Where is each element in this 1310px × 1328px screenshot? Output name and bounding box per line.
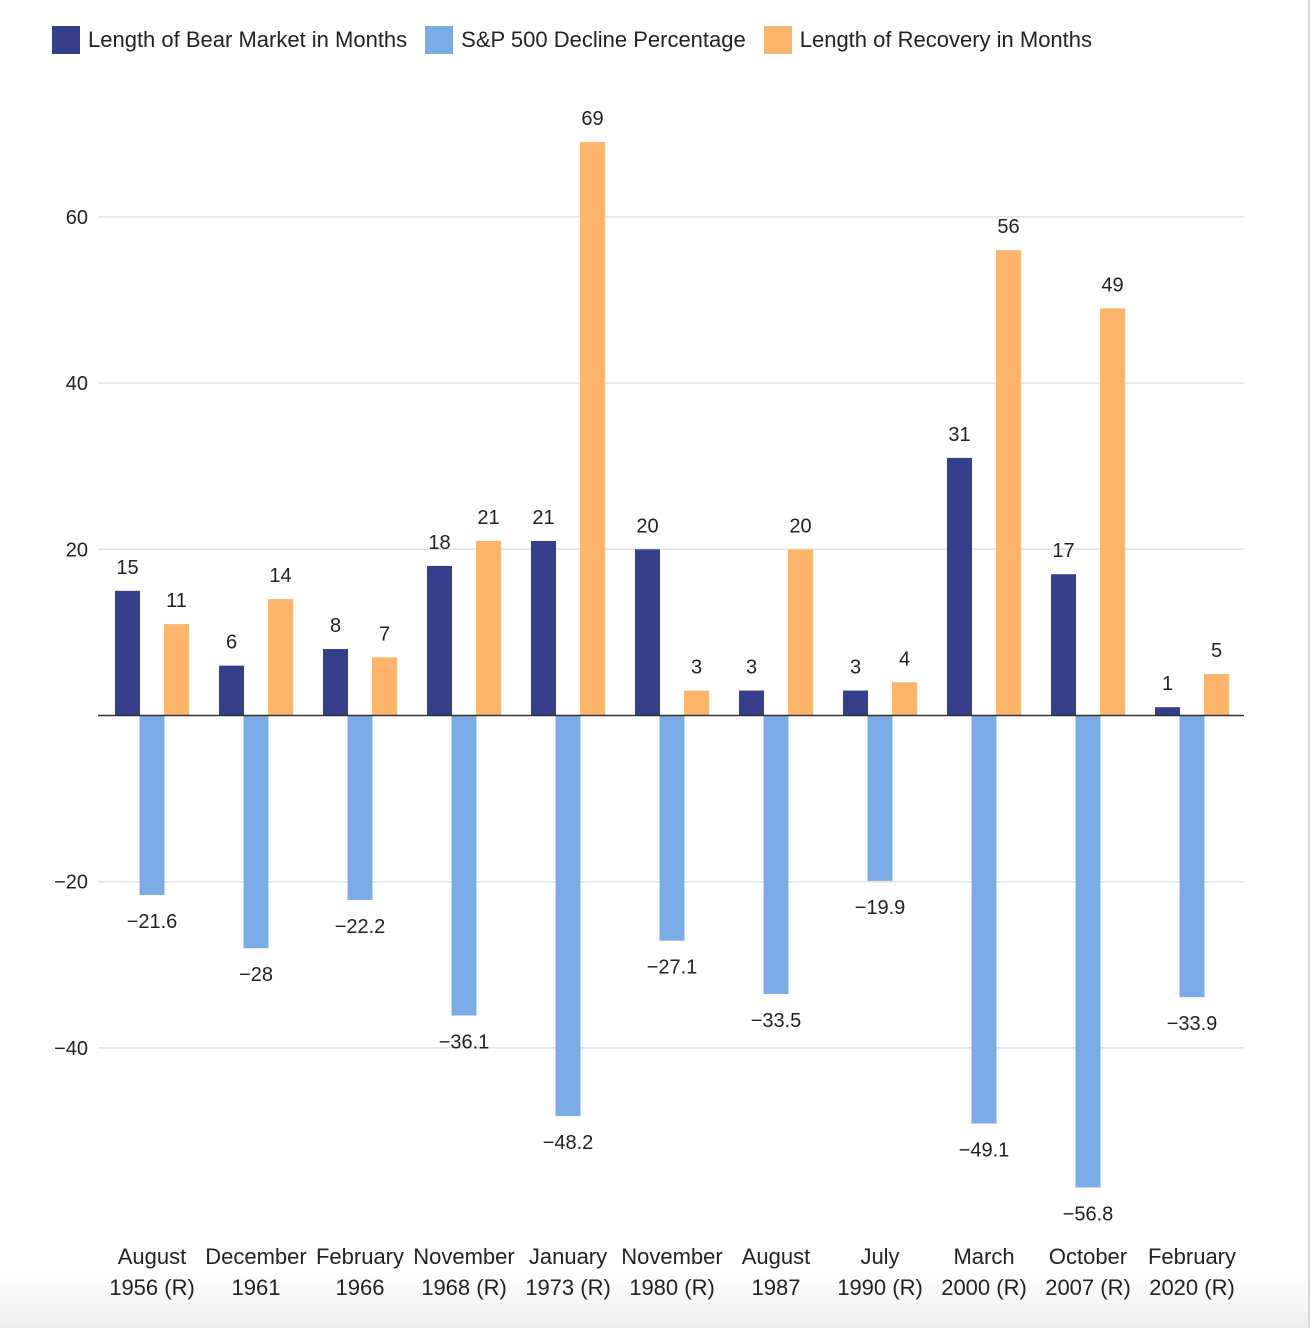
bar-series-1[interactable] [867, 715, 893, 881]
y-tick-label: 20 [66, 539, 88, 561]
bars [115, 142, 1229, 1188]
data-label: 20 [636, 515, 658, 537]
x-category-label: October 2007 (R) [1045, 1244, 1131, 1300]
bar-series-2[interactable] [164, 624, 189, 716]
data-label: 3 [850, 657, 861, 679]
bar-series-1[interactable] [1075, 715, 1101, 1188]
data-label: 7 [379, 623, 390, 645]
data-label: −36.1 [439, 1031, 490, 1053]
legend-swatch [763, 26, 792, 54]
legend-swatch [52, 26, 80, 54]
legend-item-bear-market-length[interactable]: Length of Bear Market in Months [52, 26, 407, 54]
x-category-label: July 1990 (R) [837, 1244, 923, 1300]
data-label: −33.5 [751, 1010, 802, 1032]
y-tick-label: 60 [66, 207, 88, 229]
legend-label: Length of Recovery in Months [799, 27, 1093, 52]
bar-series-1[interactable] [451, 715, 477, 1016]
data-label: 3 [746, 657, 757, 679]
x-category-label: January 1973 (R) [525, 1244, 611, 1300]
data-label: 4 [899, 648, 910, 670]
y-tick-label: −40 [54, 1038, 88, 1060]
legend: Length of Bear Market in Months S&P 500 … [52, 24, 1110, 56]
bar-series-2[interactable] [1204, 673, 1229, 716]
data-label: 5 [1211, 640, 1222, 662]
legend-label: Length of Bear Market in Months [88, 27, 408, 52]
bar-series-2[interactable] [476, 540, 501, 716]
bar-series-2[interactable] [268, 599, 293, 716]
bar-series-0[interactable] [115, 590, 140, 716]
legend-swatch [425, 26, 454, 54]
data-label: 69 [581, 108, 603, 130]
data-label: 11 [166, 590, 187, 612]
bar-series-2[interactable] [580, 142, 605, 716]
bar-series-0[interactable] [739, 690, 764, 716]
bar-series-0[interactable] [323, 649, 348, 716]
x-category-label: November 1980 (R) [621, 1244, 722, 1300]
data-label: 21 [477, 507, 499, 529]
bar-series-1[interactable] [555, 715, 581, 1117]
data-label: 3 [691, 657, 702, 679]
data-label: −21.6 [127, 911, 178, 933]
data-label: 8 [330, 615, 341, 637]
data-label: −49.1 [959, 1140, 1010, 1162]
bar-series-2[interactable] [1100, 308, 1125, 716]
bar-series-1[interactable] [243, 715, 269, 949]
data-label: −22.2 [335, 916, 386, 938]
bar-series-0[interactable] [531, 540, 556, 716]
data-label: 49 [1101, 274, 1123, 296]
bar-series-2[interactable] [372, 657, 397, 716]
legend-label: S&P 500 Decline Percentage [461, 27, 746, 52]
data-label: −48.2 [543, 1132, 594, 1154]
data-label: 1 [1162, 673, 1173, 695]
bar-series-1[interactable] [659, 715, 685, 941]
data-label: −19.9 [855, 897, 906, 919]
y-tick-label: 40 [66, 373, 88, 395]
bar-series-1[interactable] [139, 715, 165, 895]
bar-series-2[interactable] [788, 549, 813, 716]
bar-series-2[interactable] [684, 690, 709, 716]
bar-series-0[interactable] [843, 690, 868, 716]
data-label: 14 [269, 565, 291, 587]
x-category-label: August 1987 [742, 1244, 811, 1300]
bar-series-0[interactable] [635, 549, 660, 716]
bar-series-0[interactable] [1155, 707, 1180, 716]
y-tick-label: −20 [54, 872, 88, 894]
data-label: −28 [239, 964, 273, 986]
data-label: 6 [226, 632, 237, 654]
bar-series-2[interactable] [996, 250, 1021, 716]
data-label: −33.9 [1167, 1013, 1218, 1035]
x-category-label: February 2020 (R) [1148, 1244, 1236, 1300]
data-label: −56.8 [1063, 1204, 1114, 1226]
x-category-label: November 1968 (R) [413, 1244, 514, 1300]
data-label: 21 [532, 507, 554, 529]
bar-series-0[interactable] [219, 665, 244, 716]
data-label: 18 [428, 532, 450, 554]
legend-item-recovery-length[interactable]: Length of Recovery in Months [763, 26, 1093, 54]
x-category-label: February 1966 [316, 1244, 404, 1300]
bar-series-0[interactable] [947, 457, 972, 716]
data-label: 56 [997, 216, 1019, 238]
data-label: 17 [1052, 540, 1074, 562]
bar-series-0[interactable] [1051, 574, 1076, 716]
data-label: −27.1 [647, 957, 698, 979]
bar-series-1[interactable] [347, 715, 373, 900]
x-category-label: August 1956 (R) [109, 1244, 195, 1300]
data-label: 15 [116, 557, 138, 579]
x-category-label: March 2000 (R) [941, 1244, 1027, 1300]
bar-series-2[interactable] [892, 682, 917, 716]
bar-series-0[interactable] [427, 565, 452, 716]
bar-series-1[interactable] [763, 715, 789, 994]
bar-series-1[interactable] [1179, 715, 1205, 998]
legend-item-sp500-decline[interactable]: S&P 500 Decline Percentage [425, 26, 746, 54]
data-label: 31 [948, 424, 970, 446]
bar-series-1[interactable] [971, 715, 997, 1124]
data-label: 20 [789, 515, 811, 537]
x-category-label: December 1961 [205, 1244, 306, 1300]
